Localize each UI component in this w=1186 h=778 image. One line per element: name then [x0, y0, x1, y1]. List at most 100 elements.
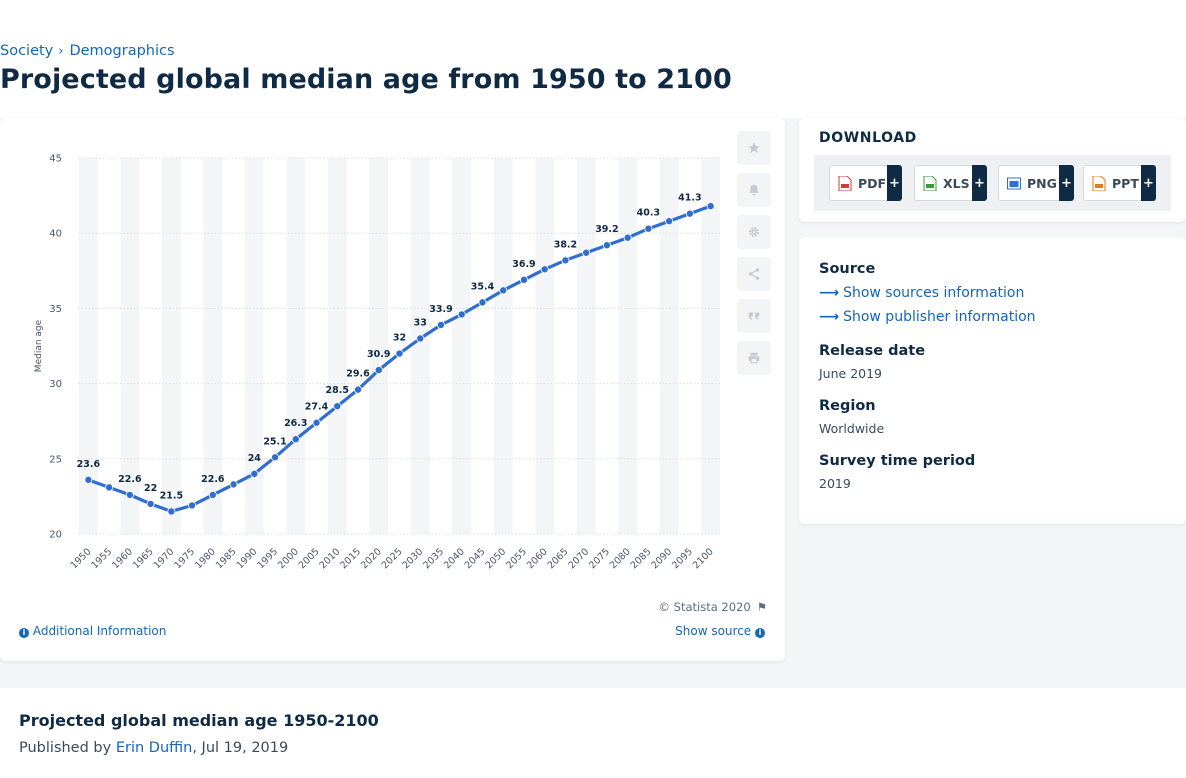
data-point	[540, 265, 549, 274]
data-point	[499, 286, 508, 295]
data-point	[623, 233, 632, 242]
statistic-details-card: Source ⟶ Show sources information ⟶ Show p…	[799, 237, 1186, 524]
y-tick-label: 40	[49, 229, 62, 240]
share-button[interactable]	[737, 257, 771, 291]
data-label: 30.9	[367, 349, 390, 360]
column-stripe	[79, 158, 98, 534]
download-card: DOWNLOAD PDF + XLS + PNG + PPT +	[799, 118, 1186, 222]
data-point	[416, 334, 425, 343]
x-tick-label: 2085	[629, 546, 654, 571]
download-ppt-plus[interactable]: +	[1141, 165, 1156, 201]
flag-icon[interactable]: ⚑	[756, 600, 767, 614]
data-point	[685, 209, 694, 218]
print-button[interactable]	[737, 341, 771, 375]
column-stripe	[701, 158, 720, 534]
data-point	[229, 480, 238, 489]
download-xls-button[interactable]: XLS +	[914, 165, 987, 201]
favorite-button[interactable]	[737, 131, 771, 165]
data-point	[354, 385, 363, 394]
data-point	[706, 202, 715, 211]
x-tick-label: 2015	[338, 546, 363, 571]
data-label: 38.2	[554, 239, 577, 250]
show-sources-link[interactable]: ⟶ Show sources information	[819, 285, 1024, 301]
data-label: 24	[248, 453, 262, 464]
bell-icon	[749, 184, 759, 196]
x-tick-label: 1970	[152, 546, 177, 571]
x-tick-label: 1975	[172, 546, 197, 571]
copyright-text: © Statista 2020	[658, 600, 751, 614]
show-source-label: Show source	[675, 624, 752, 638]
x-tick-label: 2090	[649, 546, 674, 571]
x-tick-label: 2010	[318, 546, 343, 571]
star-icon	[748, 142, 760, 154]
region-heading: Region	[819, 398, 876, 414]
column-stripe	[244, 158, 264, 534]
data-point	[312, 418, 321, 427]
x-tick-label: 2070	[566, 546, 591, 571]
x-tick-label: 1980	[193, 546, 218, 571]
data-label: 33.9	[429, 304, 452, 315]
data-point	[602, 241, 611, 250]
data-label: 28.5	[326, 385, 349, 396]
info-icon: i	[755, 628, 765, 638]
column-stripe	[369, 158, 389, 534]
download-xls-plus[interactable]: +	[972, 165, 987, 201]
show-source-link[interactable]: Show source i	[675, 624, 765, 638]
x-tick-label: 2055	[504, 546, 529, 571]
show-publisher-link[interactable]: ⟶ Show publisher information	[819, 309, 1036, 325]
survey-period-heading: Survey time period	[819, 453, 976, 469]
download-title: DOWNLOAD	[819, 130, 917, 146]
breadcrumb-society[interactable]: Society	[0, 43, 54, 59]
cite-button[interactable]	[737, 299, 771, 333]
chart-card: 20 25 30 35 40 45 Median age 1950 1955 1960 1965 19…	[0, 118, 785, 661]
data-point	[395, 349, 404, 358]
region-value: Worldwide	[819, 421, 885, 436]
y-axis-label: Median age	[34, 319, 44, 372]
breadcrumb-demographics[interactable]: Demographics	[69, 43, 175, 59]
download-png-plus[interactable]: +	[1059, 165, 1074, 201]
xls-file-icon	[923, 175, 937, 191]
data-point	[374, 366, 383, 375]
x-tick-label: 2075	[587, 546, 612, 571]
printer-icon	[748, 352, 760, 364]
x-tick-label: 2045	[463, 546, 488, 571]
download-pdf-plus[interactable]: +	[887, 165, 902, 201]
additional-information-link[interactable]: i Additional Information	[19, 624, 166, 638]
download-pdf-label: PDF	[858, 175, 887, 191]
data-label: 39.2	[595, 224, 618, 235]
data-label: 22.6	[201, 474, 225, 485]
author-link[interactable]: Erin Duffin	[115, 740, 193, 756]
download-pdf-button[interactable]: PDF +	[829, 165, 902, 201]
y-tick-label: 45	[49, 154, 62, 165]
release-date-heading: Release date	[819, 343, 926, 359]
x-tick-label: 1990	[235, 546, 260, 571]
data-label: 27.4	[305, 402, 329, 413]
quote-icon	[748, 312, 760, 320]
pdf-file-icon	[838, 175, 852, 191]
publication-card: Projected global median age 1950-2100 Pu…	[0, 688, 1186, 778]
column-stripe	[618, 158, 638, 534]
top-band	[0, 0, 1186, 118]
x-tick-label: 1950	[69, 546, 94, 571]
x-tick-label: 2060	[525, 546, 550, 571]
x-tick-label: 2000	[276, 546, 301, 571]
download-png-button[interactable]: PNG +	[998, 165, 1074, 201]
additional-information-label: Additional Information	[32, 624, 167, 638]
x-tick-label: 1965	[131, 546, 156, 571]
y-tick-label: 35	[49, 304, 62, 315]
download-png-label: PNG	[1027, 175, 1057, 191]
settings-button[interactable]	[737, 215, 771, 249]
data-label: 23.6	[77, 459, 101, 470]
x-tick-label: 2040	[442, 546, 467, 571]
x-tick-label: 1955	[89, 546, 114, 571]
x-tick-label: 1960	[110, 546, 135, 571]
notify-button[interactable]	[737, 173, 771, 207]
data-point	[457, 310, 466, 319]
data-point	[271, 453, 280, 462]
x-tick-label: 2095	[670, 546, 695, 571]
data-point	[582, 248, 591, 257]
download-ppt-button[interactable]: PPT +	[1083, 165, 1156, 201]
show-sources-label: Show sources information	[843, 285, 1025, 301]
share-icon	[748, 268, 760, 280]
